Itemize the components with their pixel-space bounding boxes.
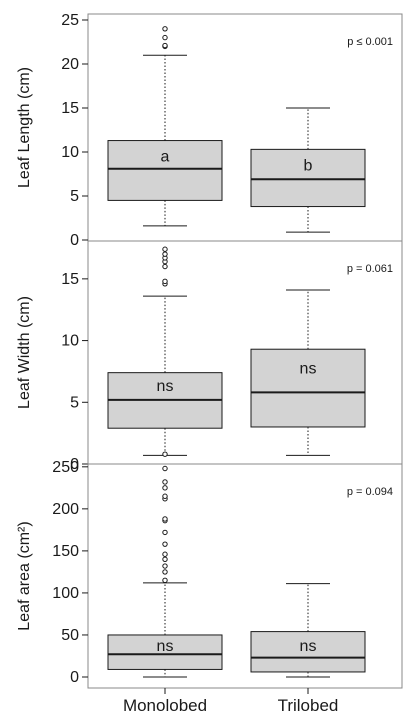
outlier-point xyxy=(162,516,168,522)
y-tick-label: 5 xyxy=(70,394,79,411)
box-monolobed: ns xyxy=(107,246,223,456)
significance-label: ns xyxy=(300,638,317,655)
outlier-point xyxy=(162,451,168,457)
panel-1: 0 5 10 15 20 25 Leaf Length (cm) p ≤ 0.001 a b xyxy=(16,12,403,249)
y-tick-label: 50 xyxy=(61,627,79,644)
panel-2: 0 5 10 15 Leaf Width (cm) p = 0.061 ns ns xyxy=(16,240,403,473)
iqr-box xyxy=(250,348,366,428)
outlier-point xyxy=(162,485,168,491)
x-tick-label-monolobed: Monolobed xyxy=(123,696,207,715)
p-value: p = 0.094 xyxy=(347,486,393,498)
y-tick-label: 0 xyxy=(70,456,79,473)
outlier-point xyxy=(162,42,168,49)
y-axis-title: Leaf area (cm²) xyxy=(16,521,33,630)
p-value: p ≤ 0.001 xyxy=(347,36,393,48)
outlier-point xyxy=(162,529,168,536)
outlier-point xyxy=(162,465,168,472)
box-monolobed: ns xyxy=(107,451,223,678)
box-monolobed: a xyxy=(107,26,223,227)
y-tick-label: 0 xyxy=(70,232,79,249)
y-tick-label: 200 xyxy=(52,501,79,518)
y-tick-label: 250 xyxy=(52,459,79,476)
significance-label: ns xyxy=(157,638,174,655)
y-axis-title: Leaf Width (cm) xyxy=(16,296,33,409)
y-tick-label: 15 xyxy=(61,100,79,117)
y-axis-title: Leaf Length (cm) xyxy=(16,67,33,188)
panel-frame xyxy=(87,463,403,689)
panel-3: 0 50 100 150 200 250 Leaf area (cm²) p = 0.094 n… xyxy=(16,451,403,689)
y-tick-label: 25 xyxy=(61,12,79,29)
outlier-point xyxy=(162,26,168,32)
outlier-point xyxy=(162,551,168,557)
box-trilobed: ns xyxy=(250,289,366,456)
significance-label: a xyxy=(161,149,170,166)
significance-label: ns xyxy=(157,378,174,395)
outlier-point xyxy=(162,34,168,41)
outlier-point xyxy=(162,563,168,569)
y-tick-label: 15 xyxy=(61,271,79,288)
y-tick-label: 100 xyxy=(52,585,79,602)
significance-label: ns xyxy=(300,361,317,378)
outlier-point xyxy=(162,569,168,575)
outlier-point xyxy=(162,577,168,584)
y-tick-label: 10 xyxy=(61,144,79,161)
p-value: p = 0.061 xyxy=(347,263,393,275)
outlier-point xyxy=(162,251,168,257)
iqr-box xyxy=(250,631,366,673)
outlier-point xyxy=(162,493,168,499)
box-trilobed: b xyxy=(250,107,366,233)
iqr-box xyxy=(107,634,223,670)
outlier-point xyxy=(162,278,168,285)
y-tick-label: 10 xyxy=(61,333,79,350)
y-tick-label: 150 xyxy=(52,543,79,560)
outlier-point xyxy=(162,263,168,270)
iqr-box xyxy=(250,148,366,208)
y-tick-label: 20 xyxy=(61,56,79,73)
box-trilobed: ns xyxy=(250,583,366,678)
x-tick-label-trilobed: Trilobed xyxy=(278,696,339,715)
outlier-point xyxy=(162,479,168,485)
iqr-box xyxy=(107,140,223,201)
significance-label: b xyxy=(304,157,313,174)
x-axis: Monolobed Trilobed xyxy=(123,688,338,715)
outlier-point xyxy=(162,541,168,547)
y-tick-label: 0 xyxy=(70,669,79,686)
outlier-point xyxy=(162,246,168,252)
outlier-point xyxy=(162,556,168,562)
y-tick-label: 5 xyxy=(70,188,79,205)
